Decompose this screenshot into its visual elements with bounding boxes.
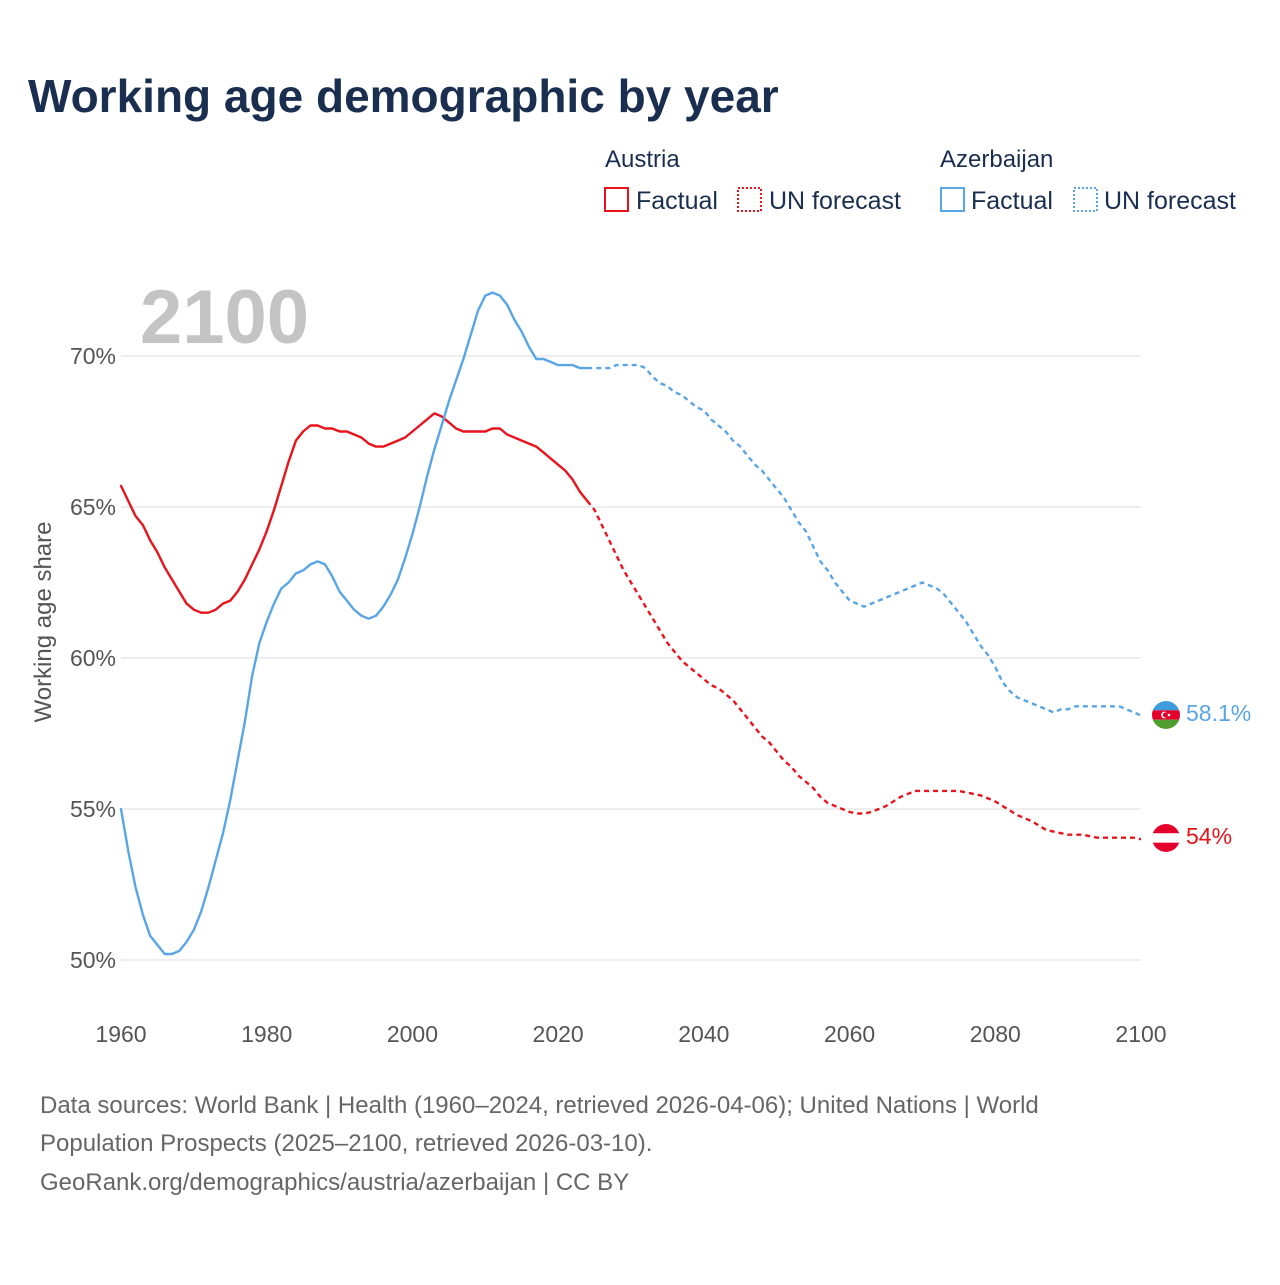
x-tick-label: 2040	[678, 1021, 729, 1047]
series-lines	[119, 291, 1142, 956]
azerbaijan-forecast-line	[587, 363, 1142, 717]
legend-azerbaijan-factual-swatch	[940, 187, 965, 212]
austria-end-label: 54%	[1186, 823, 1232, 849]
gridlines	[121, 355, 1141, 961]
x-tick-label: 1980	[241, 1021, 292, 1047]
end-markers: 58.1% 54%	[1152, 700, 1251, 852]
y-tick-label: 70%	[70, 343, 116, 369]
x-axis: 1960 1980 2000 2020 2040 2060 2080 2100	[95, 1021, 1166, 1047]
legend-azerbaijan-forecast-label: UN forecast	[1104, 187, 1236, 215]
legend-azerbaijan-factual-label: Factual	[971, 187, 1053, 215]
legend-austria-factual-swatch	[604, 187, 629, 212]
x-tick-label: 2060	[824, 1021, 875, 1047]
azerbaijan-flag-icon	[1152, 701, 1180, 729]
x-tick-label: 2000	[387, 1021, 438, 1047]
azerbaijan-end-label: 58.1%	[1186, 700, 1251, 726]
legend-group-austria: Austria	[605, 146, 680, 173]
year-overlay: 2100	[140, 275, 309, 360]
x-tick-label: 2100	[1115, 1021, 1166, 1047]
legend-austria-forecast-swatch	[737, 187, 762, 212]
legend-austria-forecast-label: UN forecast	[769, 187, 901, 215]
y-tick-label: 50%	[70, 947, 116, 973]
x-tick-label: 1960	[95, 1021, 146, 1047]
austria-forecast-line	[586, 500, 1142, 841]
chart-title: Working age demographic by year	[28, 70, 779, 122]
austria-factual-line	[119, 412, 589, 614]
x-tick-label: 2080	[970, 1021, 1021, 1047]
legend-group-azerbaijan: Azerbaijan	[940, 146, 1053, 173]
x-tick-label: 2020	[533, 1021, 584, 1047]
y-tick-label: 55%	[70, 796, 116, 822]
azerbaijan-factual-line	[119, 291, 589, 956]
y-axis-label: Working age share	[30, 522, 57, 723]
legend-azerbaijan-forecast-swatch	[1073, 187, 1098, 212]
austria-flag-icon	[1152, 824, 1180, 852]
legend-austria-factual-label: Factual	[636, 187, 718, 215]
footer-sources-line2: Population Prospects (2025–2100, retriev…	[40, 1130, 652, 1157]
legend: Austria Factual UN forecast Azerbaijan F…	[604, 146, 1236, 215]
y-axis: 50% 55% 60% 65% 70%	[70, 343, 116, 973]
footer-sources-line1: Data sources: World Bank | Health (1960–…	[40, 1092, 1039, 1119]
footer-url: GeoRank.org/demographics/austria/azerbai…	[40, 1169, 629, 1196]
y-tick-label: 60%	[70, 645, 116, 671]
y-tick-label: 65%	[70, 494, 116, 520]
